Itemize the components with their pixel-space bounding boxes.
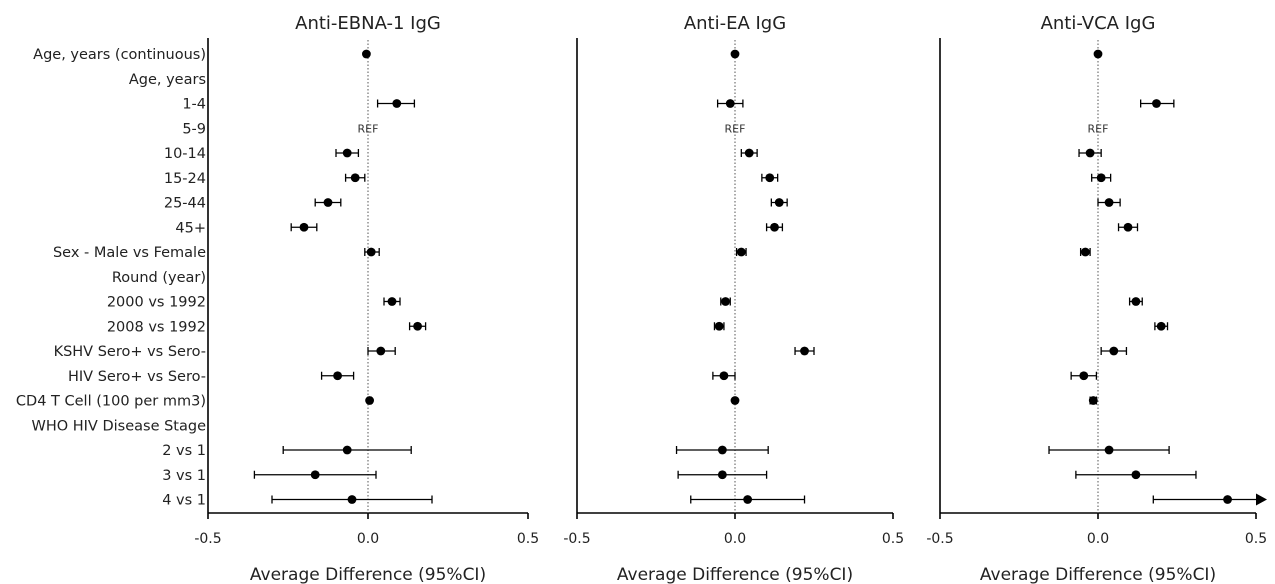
- x-tick-label: 0.5: [1245, 531, 1267, 547]
- point-estimate: [770, 222, 779, 232]
- point-estimate: [800, 346, 809, 356]
- x-axis-label: Average Difference (95%CI): [617, 565, 853, 584]
- point-estimate: [730, 396, 740, 405]
- point-estimate: [717, 470, 727, 480]
- row-label: 25-44: [164, 196, 206, 212]
- x-tick-label: 0.5: [517, 531, 539, 547]
- point-estimate: [376, 346, 386, 356]
- point-estimate: [1156, 321, 1166, 331]
- point-estimate: [333, 371, 342, 381]
- row-label: 45+: [175, 220, 206, 236]
- row-label: 15-24: [164, 171, 206, 187]
- point-estimate: [365, 396, 374, 405]
- row-label: 10-14: [164, 146, 206, 162]
- point-estimate: [342, 148, 352, 158]
- row-label: 1-4: [182, 97, 206, 113]
- x-tick-label: 0.0: [724, 531, 746, 547]
- point-estimate: [1080, 247, 1090, 257]
- x-tick-label: 0.0: [357, 531, 379, 547]
- reference-label: REF: [358, 122, 379, 135]
- point-estimate: [717, 445, 727, 455]
- point-estimate: [1104, 445, 1114, 455]
- x-tick-label: 0.0: [1087, 531, 1109, 547]
- point-estimate: [1123, 222, 1133, 232]
- panel: Anti-EA IgG -0.5 0.0 0.5 Average Difference …: [563, 13, 904, 584]
- point-estimate: [299, 222, 309, 232]
- point-estimate: [744, 148, 754, 158]
- panel-title: Anti-VCA IgG: [1041, 13, 1156, 34]
- panels: Anti-EBNA-1 IgG -0.5 0.0 0.5 Average Differe…: [194, 13, 1267, 584]
- row-label: 2008 vs 1992: [107, 319, 206, 335]
- point-estimate: [1223, 495, 1232, 504]
- point-estimate: [323, 198, 333, 207]
- point-estimate: [736, 247, 746, 257]
- row-label: Age, years: [129, 72, 206, 88]
- row-label: HIV Sero+ vs Sero-: [68, 369, 206, 385]
- point-estimate: [1079, 371, 1089, 381]
- point-estimate: [1096, 173, 1106, 183]
- point-estimate: [350, 173, 360, 183]
- reference-label: REF: [725, 122, 746, 135]
- point-estimate: [1104, 198, 1114, 207]
- panel-title: Anti-EA IgG: [684, 13, 786, 34]
- point-estimate: [392, 99, 402, 108]
- x-axis-label: Average Difference (95%CI): [980, 565, 1216, 584]
- row-label: CD4 T Cell (100 per mm3): [16, 394, 206, 410]
- panel-title: Anti-EBNA-1 IgG: [295, 13, 441, 34]
- x-tick-label: -0.5: [563, 531, 590, 547]
- point-estimate: [342, 445, 352, 455]
- row-labels: Age, years (continuous) Age, years 1-4 5-9 1…: [16, 47, 206, 509]
- point-estimate: [725, 99, 735, 108]
- panel: Anti-EBNA-1 IgG -0.5 0.0 0.5 Average Differe…: [194, 13, 539, 584]
- reference-label: REF: [1088, 122, 1109, 135]
- point-estimate: [730, 49, 740, 59]
- point-estimate: [774, 198, 784, 207]
- x-tick-label: 0.5: [882, 531, 904, 547]
- row-label: Sex - Male vs Female: [53, 245, 206, 261]
- point-estimate: [1131, 470, 1141, 480]
- row-label: Age, years (continuous): [33, 47, 206, 63]
- point-estimate: [719, 371, 729, 381]
- point-estimate: [765, 173, 775, 183]
- point-estimate: [1088, 396, 1098, 405]
- row-label: 3 vs 1: [162, 468, 206, 484]
- ci-arrow: [1256, 493, 1267, 506]
- point-estimate: [347, 495, 357, 504]
- point-estimate: [1093, 49, 1103, 59]
- x-tick-label: -0.5: [194, 531, 221, 547]
- row-label: KSHV Sero+ vs Sero-: [54, 344, 206, 360]
- point-estimate: [721, 297, 730, 306]
- row-label: Round (year): [112, 270, 206, 286]
- point-estimate: [366, 247, 376, 257]
- point-estimate: [714, 321, 724, 331]
- row-label: 5-9: [182, 121, 206, 137]
- point-estimate: [310, 470, 320, 480]
- point-estimate: [743, 495, 753, 504]
- x-axis-label: Average Difference (95%CI): [250, 565, 486, 584]
- point-estimate: [1131, 297, 1141, 306]
- row-label: 2 vs 1: [162, 443, 206, 459]
- point-estimate: [362, 49, 371, 59]
- point-estimate: [1109, 346, 1119, 356]
- point-estimate: [413, 321, 422, 331]
- point-estimate: [387, 297, 397, 306]
- x-tick-label: -0.5: [926, 531, 953, 547]
- panel: Anti-VCA IgG -0.5 0.0 0.5 Average Difference…: [926, 13, 1267, 584]
- row-label: 2000 vs 1992: [107, 295, 206, 311]
- row-label: 4 vs 1: [162, 493, 206, 509]
- row-label: WHO HIV Disease Stage: [31, 418, 206, 434]
- point-estimate: [1085, 148, 1095, 158]
- point-estimate: [1152, 99, 1161, 108]
